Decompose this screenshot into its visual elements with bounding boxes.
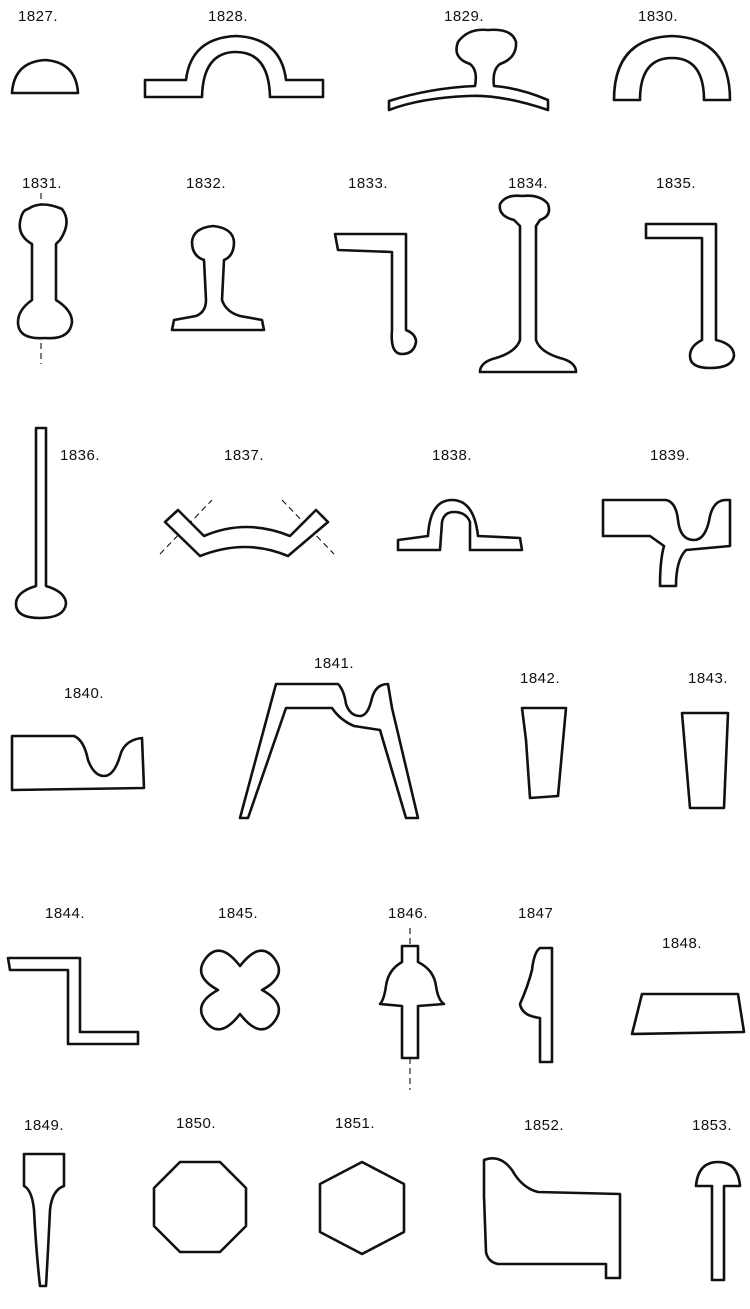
figure-label-1842: 1842. — [520, 670, 560, 687]
figure-label-1837: 1837. — [224, 447, 264, 464]
figure-label-1833: 1833. — [348, 175, 388, 192]
figure-label-1844: 1844. — [45, 905, 85, 922]
figure-1838: 1838. — [396, 447, 524, 552]
figure-1831: 1831. — [16, 175, 74, 364]
figure-1830: 1830. — [612, 8, 732, 102]
figure-1850: 1850. — [152, 1115, 248, 1254]
figure-1845: 1845. — [199, 905, 281, 1031]
figure-label-1829: 1829. — [444, 8, 484, 25]
figure-1840: 1840. — [10, 685, 146, 792]
figure-1851: 1851. — [318, 1115, 406, 1256]
figure-label-1843: 1843. — [688, 670, 728, 687]
figure-1848: 1848. — [630, 935, 746, 1036]
figure-1842: 1842. — [520, 670, 568, 800]
figure-1834: 1834. — [478, 175, 578, 374]
figure-label-1834: 1834. — [508, 175, 548, 192]
figure-label-1850: 1850. — [176, 1115, 216, 1132]
figure-label-1840: 1840. — [64, 685, 104, 702]
figure-1839: 1839. — [601, 447, 732, 588]
figure-label-1836: 1836. — [60, 447, 100, 464]
figure-1828: 1828. — [143, 8, 325, 99]
figure-label-1830: 1830. — [638, 8, 678, 25]
figure-1846: 1846. — [378, 905, 446, 1090]
figure-label-1852: 1852. — [524, 1117, 564, 1134]
figure-1844: 1844. — [6, 905, 140, 1046]
figure-1841: 1841. — [238, 655, 420, 820]
figure-label-1848: 1848. — [662, 935, 702, 952]
figure-1836: 1836. — [14, 426, 100, 620]
figure-label-1839: 1839. — [650, 447, 690, 464]
figure-1827: 1827. — [10, 8, 80, 95]
figure-label-1849: 1849. — [24, 1117, 64, 1134]
figure-1835: 1835. — [644, 175, 736, 370]
figure-label-1831: 1831. — [22, 175, 62, 192]
figure-label-1832: 1832. — [186, 175, 226, 192]
figure-1833: 1833. — [333, 175, 418, 356]
figure-1832: 1832. — [170, 175, 266, 332]
figure-1837: 1837. — [159, 447, 335, 558]
figure-label-1841: 1841. — [314, 655, 354, 672]
figure-label-1853: 1853. — [692, 1117, 732, 1134]
figure-label-1838: 1838. — [432, 447, 472, 464]
figure-label-1827: 1827. — [18, 8, 58, 25]
figure-1852: 1852. — [482, 1117, 622, 1280]
figure-label-1835: 1835. — [656, 175, 696, 192]
figure-label-1851: 1851. — [335, 1115, 375, 1132]
figure-1829: 1829. — [387, 8, 550, 112]
figure-label-1845: 1845. — [218, 905, 258, 922]
figure-1843: 1843. — [680, 670, 730, 810]
figure-1853: 1853. — [692, 1117, 742, 1282]
figure-label-1828: 1828. — [208, 8, 248, 25]
figure-1847: 1847 — [518, 905, 554, 1064]
figure-label-1847: 1847 — [518, 905, 553, 922]
figure-label-1846: 1846. — [388, 905, 428, 922]
figure-1849: 1849. — [22, 1117, 66, 1288]
